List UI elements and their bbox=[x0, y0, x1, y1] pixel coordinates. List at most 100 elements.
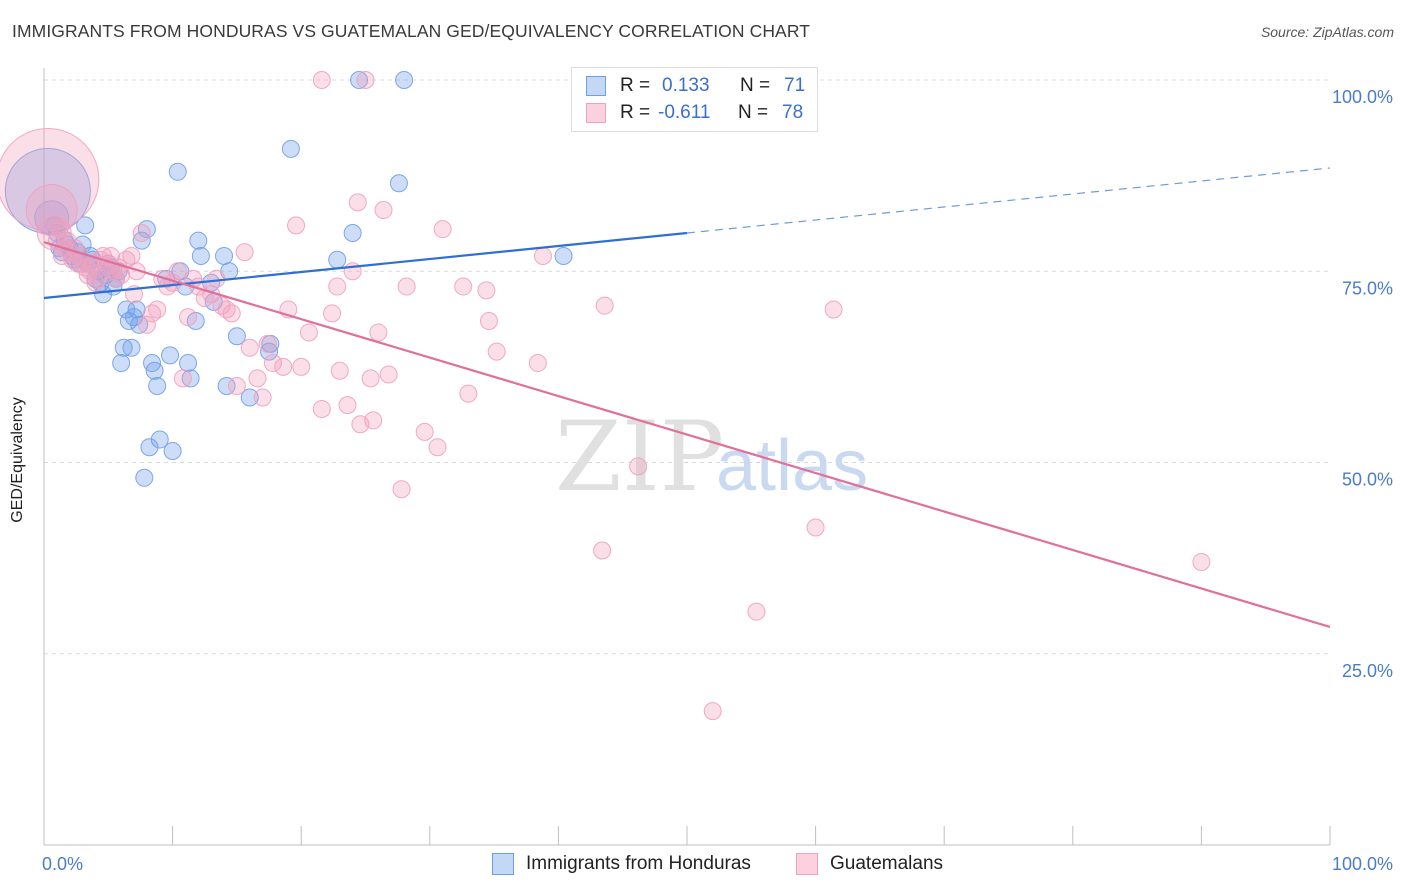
data-point bbox=[132, 231, 151, 250]
data-point bbox=[127, 262, 146, 281]
y-tick-labels: 25.0% 50.0% 75.0% 100.0% bbox=[1332, 87, 1393, 681]
data-point bbox=[222, 304, 241, 323]
y-tick-label: 50.0% bbox=[1342, 470, 1393, 490]
y-tick-label: 100.0% bbox=[1332, 87, 1393, 107]
data-point bbox=[350, 71, 369, 89]
watermark: ZIP atlas bbox=[555, 401, 868, 513]
data-point bbox=[258, 334, 277, 353]
data-point bbox=[137, 315, 156, 334]
r-value: 0.133 bbox=[662, 75, 710, 96]
data-point bbox=[330, 361, 349, 380]
data-point bbox=[227, 377, 246, 395]
chart-title: IMMIGRANTS FROM HONDURAS VS GUATEMALAN G… bbox=[12, 21, 811, 41]
data-point bbox=[824, 300, 843, 319]
data-point bbox=[395, 71, 414, 89]
data-point bbox=[454, 277, 473, 296]
data-point bbox=[595, 296, 614, 315]
data-point bbox=[181, 369, 200, 388]
data-point bbox=[260, 342, 279, 361]
trend-line-honduras-projection bbox=[686, 167, 1331, 234]
data-point bbox=[374, 201, 393, 220]
data-point bbox=[148, 300, 167, 319]
data-point bbox=[433, 220, 452, 239]
data-point bbox=[343, 224, 362, 242]
data-point bbox=[356, 71, 375, 89]
data-point bbox=[415, 422, 434, 441]
axes bbox=[43, 68, 1331, 846]
data-point bbox=[148, 377, 167, 395]
data-point bbox=[217, 377, 236, 395]
x-tick-labels: 0.0% 100.0% bbox=[42, 854, 1393, 874]
data-point bbox=[112, 266, 131, 285]
data-point bbox=[150, 430, 169, 449]
series-guatemalans-points bbox=[0, 71, 1211, 721]
data-point bbox=[122, 338, 141, 357]
data-point bbox=[629, 457, 648, 476]
data-point bbox=[189, 231, 208, 250]
data-point bbox=[215, 246, 234, 265]
data-point bbox=[248, 369, 267, 388]
trend-lines bbox=[43, 167, 1331, 629]
legend-item-honduras: Immigrants from Honduras bbox=[492, 853, 751, 875]
data-point bbox=[533, 246, 552, 265]
data-point bbox=[112, 354, 131, 373]
data-point bbox=[76, 216, 95, 235]
data-point bbox=[287, 216, 306, 235]
grid-lines bbox=[44, 79, 1330, 655]
data-point bbox=[323, 304, 342, 323]
source-label: Source: ZipAtlas.com bbox=[1260, 24, 1394, 40]
stats-row-honduras: R = 0.133 N = 71 bbox=[586, 74, 805, 98]
data-point bbox=[145, 361, 164, 380]
data-point bbox=[127, 300, 146, 319]
data-point bbox=[397, 277, 416, 296]
n-label: N = bbox=[740, 75, 771, 96]
data-point bbox=[168, 162, 187, 181]
trend-line-honduras bbox=[43, 231, 688, 300]
data-point bbox=[274, 357, 293, 376]
legend-item-guatemalans: Guatemalans bbox=[796, 853, 943, 875]
guatemalans-swatch bbox=[586, 103, 606, 123]
n-value: 78 bbox=[782, 102, 804, 123]
data-point bbox=[364, 411, 383, 430]
data-point bbox=[173, 369, 192, 388]
data-point bbox=[747, 602, 766, 621]
y-tick-label: 25.0% bbox=[1342, 661, 1393, 681]
data-point bbox=[806, 518, 825, 537]
data-point bbox=[459, 384, 478, 403]
n-value: 71 bbox=[784, 75, 806, 96]
r-value: -0.611 bbox=[658, 102, 711, 123]
data-point bbox=[163, 442, 182, 461]
n-label: N = bbox=[738, 102, 769, 123]
y-tick-label: 75.0% bbox=[1342, 278, 1393, 298]
data-point bbox=[0, 127, 100, 231]
data-point bbox=[235, 243, 254, 262]
data-point bbox=[379, 365, 398, 384]
data-point bbox=[338, 396, 357, 415]
data-point bbox=[135, 468, 154, 487]
data-point bbox=[168, 262, 187, 281]
data-point bbox=[292, 357, 311, 376]
data-point bbox=[281, 139, 300, 158]
watermark-zip: ZIP bbox=[555, 401, 724, 513]
data-point bbox=[369, 323, 388, 342]
data-point bbox=[312, 399, 331, 418]
data-point bbox=[132, 224, 151, 242]
data-point bbox=[130, 315, 149, 334]
legend-label: Guatemalans bbox=[830, 853, 944, 874]
r-label: R = bbox=[620, 75, 651, 96]
data-point bbox=[361, 369, 380, 388]
data-point bbox=[191, 246, 210, 265]
r-label: R = bbox=[620, 102, 651, 123]
stats-row-guatemalans: R = -0.611 N = 78 bbox=[586, 101, 803, 125]
data-point bbox=[528, 354, 547, 373]
data-point bbox=[554, 246, 573, 265]
data-point bbox=[593, 541, 612, 560]
x-tick-label: 100.0% bbox=[1332, 854, 1393, 874]
data-point bbox=[299, 323, 318, 342]
data-point bbox=[328, 277, 347, 296]
trend-line-guatemalans bbox=[43, 241, 1331, 629]
guatemalans-legend-swatch bbox=[796, 853, 818, 875]
data-point bbox=[487, 342, 506, 361]
legend-label: Immigrants from Honduras bbox=[526, 853, 751, 874]
